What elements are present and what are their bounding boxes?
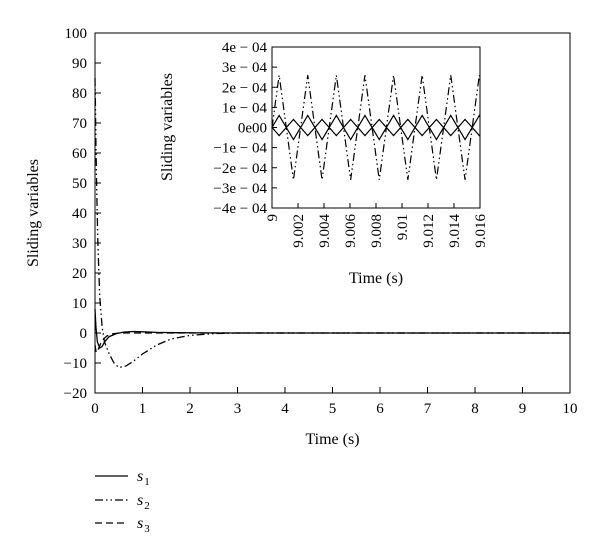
y-axis-title: Sliding variables	[25, 159, 42, 267]
series-line-s1	[94, 308, 570, 349]
inset-x-tick-label: 9.006	[343, 214, 359, 248]
inset-y-tick-label: −3e − 04	[213, 181, 267, 197]
y-tick-label: 50	[72, 176, 87, 192]
y-tick-label: 40	[72, 206, 87, 222]
inset-x-tick-label: 9.004	[317, 214, 333, 248]
legend-subscript: 1	[144, 476, 150, 488]
inset-y-tick-label: 1e − 04	[222, 100, 268, 116]
inset-x-tick-label: 9.014	[447, 214, 463, 248]
legend-subscript: 2	[144, 500, 150, 512]
inset-y-tick-label: 0e00	[238, 121, 267, 137]
inset-y-tick-label: 3e − 04	[222, 60, 268, 76]
y-tick-label: 20	[72, 266, 87, 282]
inset-x-tick-label: 9.002	[291, 214, 307, 248]
x-axis-title: Time (s)	[305, 431, 359, 448]
inset-y-tick-label: 4e − 04	[222, 40, 268, 56]
legend-label-1: s1	[137, 468, 150, 488]
y-tick-label: 100	[65, 26, 88, 42]
inset-y-tick-label: −4e − 04	[213, 201, 267, 217]
x-tick-label: 9	[519, 401, 527, 417]
x-tick-label: 0	[91, 401, 99, 417]
x-tick-label: 8	[471, 401, 479, 417]
legend-label-3: s3	[137, 515, 150, 535]
inset-y-tick-label: 2e − 04	[222, 80, 268, 96]
inset-x-tick-label: 9.008	[369, 214, 385, 248]
y-tick-label: 80	[72, 86, 87, 102]
inset-chart: 4e − 04 3e − 04 2e − 04 1e − 04 0e00 −1e − 04…	[159, 40, 489, 287]
x-tick-label: 3	[234, 401, 242, 417]
legend-symbol: s	[137, 515, 143, 532]
y-tick-label: 10	[72, 296, 87, 312]
inset-x-tick-label: 9.016	[473, 214, 489, 248]
inset-series-line-s3	[271, 118, 481, 137]
inset-x-tick-label: 9	[265, 214, 281, 222]
legend-symbol: s	[137, 468, 143, 485]
y-tick-label: 70	[72, 116, 87, 132]
inset-series-line-s2	[271, 75, 481, 180]
inset-y-tick-label: −2e − 04	[213, 161, 267, 177]
legend-label-2: s2	[137, 492, 150, 512]
x-tick-label: 2	[186, 401, 194, 417]
y-tick-label: −10	[64, 356, 87, 372]
y-tick-label: 30	[72, 236, 87, 252]
inset-series-line-s1	[271, 114, 481, 141]
y-tick-label: 60	[72, 146, 87, 162]
y-tick-label: 0	[80, 326, 88, 342]
inset-x-tick-label: 9.012	[421, 214, 437, 248]
series-line-s2	[94, 77, 570, 369]
inset-x-tick-label: 9.01	[395, 214, 411, 240]
inset-frame	[271, 46, 481, 209]
series-line-s3	[94, 332, 570, 354]
inset-x-axis-title: Time (s)	[349, 270, 403, 287]
x-tick-label: 4	[281, 401, 289, 417]
legend-subscript: 3	[144, 523, 150, 535]
inset-y-axis-title: Sliding variables	[159, 73, 176, 181]
y-tick-label: 90	[72, 56, 87, 72]
x-tick-label: 1	[139, 401, 147, 417]
x-tick-label: 10	[563, 401, 578, 417]
x-tick-label: 6	[376, 401, 384, 417]
legend-symbol: s	[137, 492, 143, 509]
y-tick-label: −20	[64, 386, 87, 402]
x-tick-label: 7	[424, 401, 432, 417]
inset-y-tick-label: −1e − 04	[213, 141, 267, 157]
x-tick-label: 5	[329, 401, 337, 417]
